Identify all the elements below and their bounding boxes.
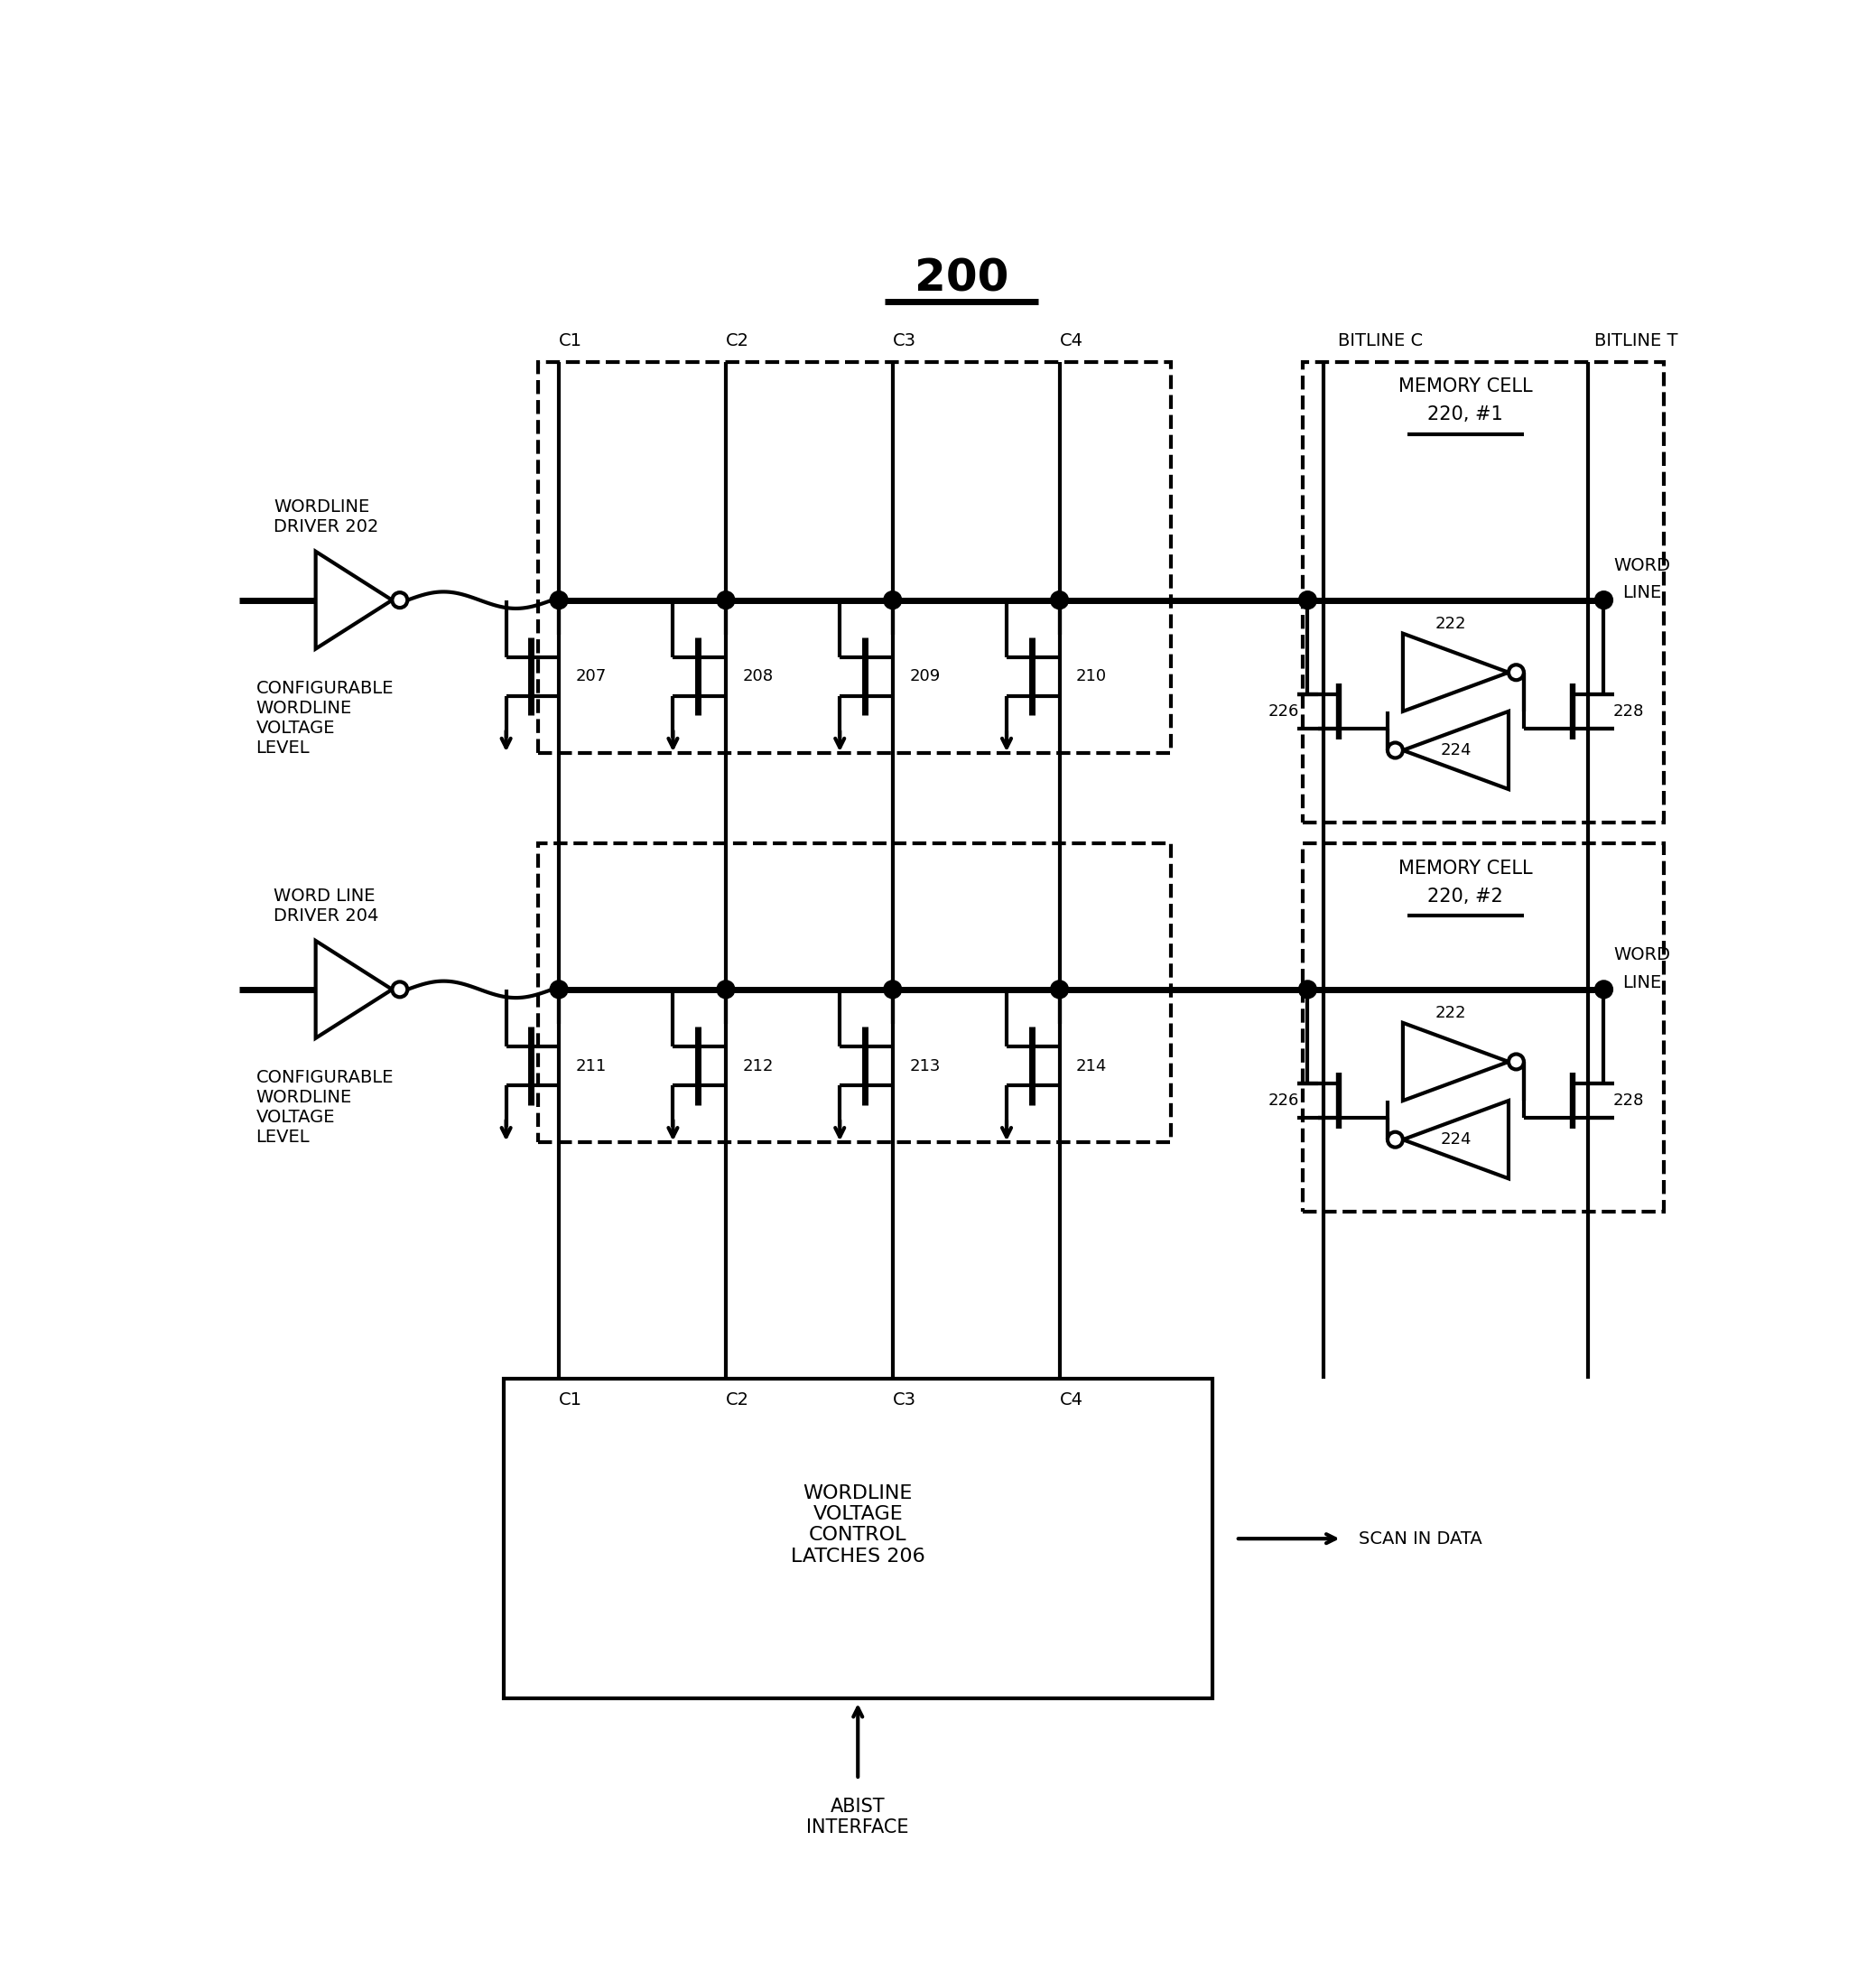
Text: 222: 222	[1435, 1005, 1465, 1021]
Text: C2: C2	[726, 1392, 749, 1407]
Text: LINE: LINE	[1623, 585, 1662, 601]
Text: 228: 228	[1613, 704, 1643, 719]
Text: MEMORY CELL: MEMORY CELL	[1398, 859, 1533, 877]
Circle shape	[1388, 743, 1403, 759]
Text: WORDLINE
VOLTAGE
CONTROL
LATCHES 206: WORDLINE VOLTAGE CONTROL LATCHES 206	[790, 1484, 925, 1565]
Text: BITLINE T: BITLINE T	[1595, 333, 1679, 349]
Text: CONFIGURABLE
WORDLINE
VOLTAGE
LEVEL: CONFIGURABLE WORDLINE VOLTAGE LEVEL	[255, 1068, 394, 1145]
Text: MEMORY CELL: MEMORY CELL	[1398, 378, 1533, 396]
Circle shape	[1388, 1131, 1403, 1147]
Circle shape	[1051, 591, 1067, 609]
Bar	[538, 844, 1171, 1143]
Text: 226: 226	[1268, 704, 1298, 719]
Text: 220, #2: 220, #2	[1428, 887, 1503, 905]
Text: 208: 208	[743, 668, 773, 684]
Text: 214: 214	[1077, 1058, 1107, 1074]
Text: C3: C3	[893, 333, 915, 349]
Text: BITLINE C: BITLINE C	[1338, 333, 1422, 349]
Circle shape	[392, 593, 407, 607]
Circle shape	[717, 982, 734, 997]
Bar	[503, 1380, 1212, 1699]
Bar	[1302, 361, 1664, 822]
Text: C1: C1	[559, 333, 582, 349]
Text: C3: C3	[893, 1392, 915, 1407]
Text: WORD LINE
DRIVER 204: WORD LINE DRIVER 204	[274, 887, 379, 924]
Text: 207: 207	[576, 668, 606, 684]
Text: C2: C2	[726, 333, 749, 349]
Circle shape	[392, 982, 407, 997]
Circle shape	[1508, 1054, 1523, 1070]
Text: WORDLINE
DRIVER 202: WORDLINE DRIVER 202	[274, 499, 379, 536]
Circle shape	[1300, 982, 1315, 997]
Circle shape	[1595, 591, 1611, 609]
Text: WORD: WORD	[1613, 946, 1670, 964]
Text: C4: C4	[1060, 333, 1082, 349]
Text: C1: C1	[559, 1392, 582, 1407]
Circle shape	[1508, 664, 1523, 680]
Circle shape	[1595, 982, 1611, 997]
Circle shape	[1051, 982, 1067, 997]
Circle shape	[717, 591, 734, 609]
Circle shape	[552, 982, 567, 997]
Bar	[538, 361, 1171, 753]
Circle shape	[884, 982, 900, 997]
Text: 211: 211	[576, 1058, 606, 1074]
Circle shape	[884, 591, 900, 609]
Text: 210: 210	[1077, 668, 1107, 684]
Text: 224: 224	[1441, 1131, 1471, 1147]
Text: 213: 213	[910, 1058, 940, 1074]
Text: WORD: WORD	[1613, 556, 1670, 574]
Text: 200: 200	[914, 256, 1009, 300]
Text: 226: 226	[1268, 1092, 1298, 1110]
Text: 222: 222	[1435, 615, 1465, 633]
Circle shape	[552, 591, 567, 609]
Bar	[1302, 844, 1664, 1212]
Text: 209: 209	[910, 668, 940, 684]
Text: CONFIGURABLE
WORDLINE
VOLTAGE
LEVEL: CONFIGURABLE WORDLINE VOLTAGE LEVEL	[255, 680, 394, 757]
Text: LINE: LINE	[1623, 974, 1662, 991]
Text: SCAN IN DATA: SCAN IN DATA	[1358, 1529, 1482, 1547]
Text: C4: C4	[1060, 1392, 1082, 1407]
Text: ABIST
INTERFACE: ABIST INTERFACE	[807, 1798, 910, 1837]
Circle shape	[1300, 591, 1315, 609]
Text: 212: 212	[743, 1058, 773, 1074]
Text: 224: 224	[1441, 743, 1471, 759]
Text: 220, #1: 220, #1	[1428, 406, 1503, 424]
Text: 228: 228	[1613, 1092, 1643, 1110]
